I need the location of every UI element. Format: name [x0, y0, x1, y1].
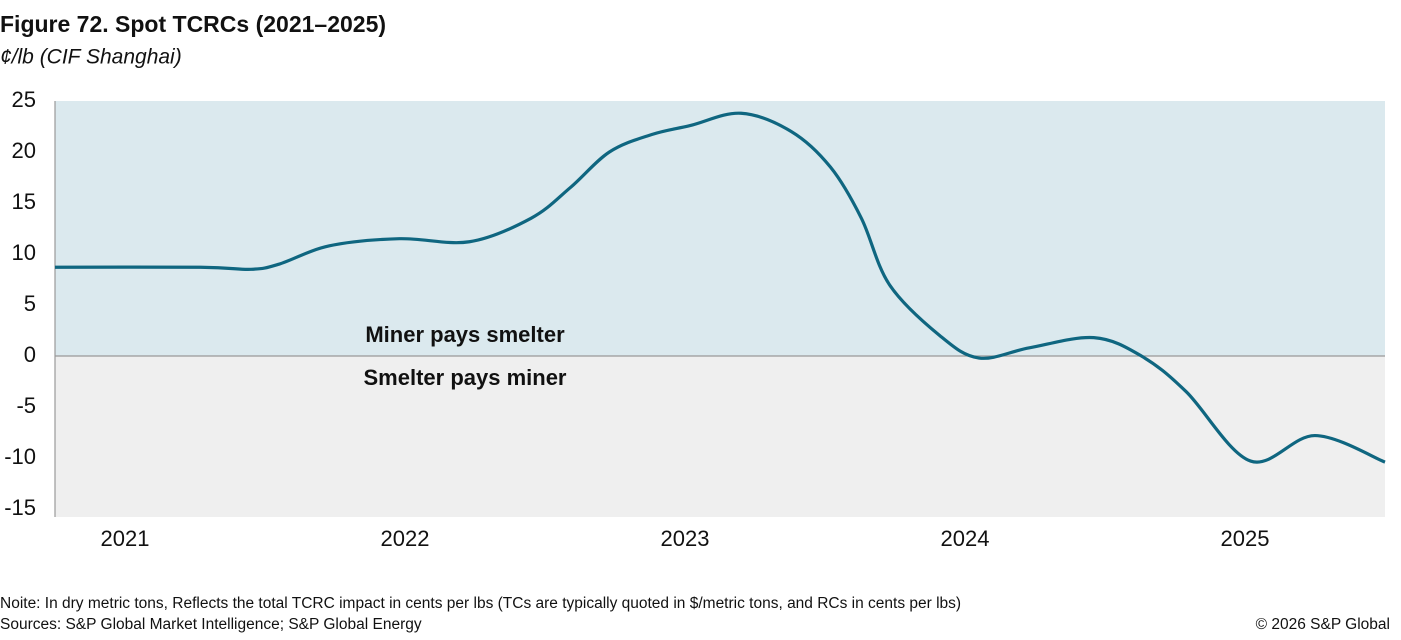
annotation: Smelter pays miner — [364, 365, 567, 390]
x-tick-label: 2021 — [101, 526, 150, 551]
y-tick-label: -10 — [4, 444, 36, 469]
footnote: Noite: In dry metric tons, Reflects the … — [0, 595, 961, 612]
copyright: © 2026 S&P Global — [1256, 616, 1390, 633]
y-tick-label: -5 — [16, 393, 36, 418]
y-tick-label: 0 — [24, 342, 36, 367]
y-tick-label: 25 — [12, 87, 36, 112]
y-tick-label: 20 — [12, 138, 36, 163]
x-tick-label: 2024 — [941, 526, 990, 551]
y-tick-label: 5 — [24, 291, 36, 316]
x-tick-label: 2022 — [381, 526, 430, 551]
negative-region — [55, 356, 1385, 517]
chart-subtitle: ¢/lb (CIF Shanghai) — [0, 46, 182, 69]
x-tick-label: 2023 — [661, 526, 710, 551]
y-tick-label: 15 — [12, 189, 36, 214]
positive-region — [55, 101, 1385, 356]
chart-title: Figure 72. Spot TCRCs (2021–2025) — [0, 11, 386, 37]
y-tick-label: 10 — [12, 240, 36, 265]
sources: Sources: S&P Global Market Intelligence;… — [0, 616, 422, 633]
x-tick-label: 2025 — [1221, 526, 1270, 551]
y-tick-label: -15 — [4, 495, 36, 520]
data-line — [54, 111, 1386, 464]
annotation: Miner pays smelter — [365, 322, 565, 347]
